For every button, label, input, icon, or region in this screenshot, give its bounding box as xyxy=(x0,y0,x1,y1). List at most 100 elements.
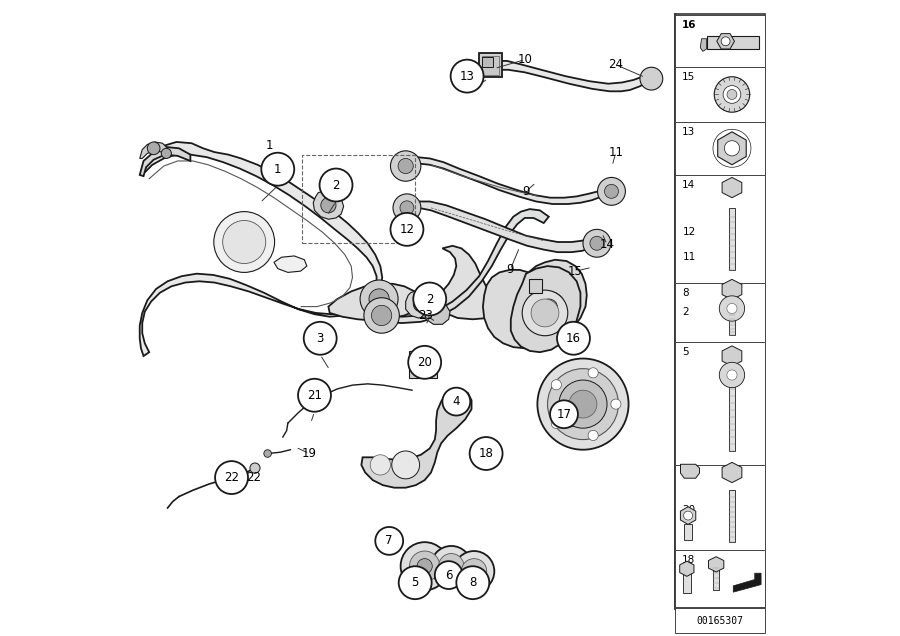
Circle shape xyxy=(443,388,471,415)
Circle shape xyxy=(392,451,419,479)
Circle shape xyxy=(391,151,421,181)
Circle shape xyxy=(398,158,413,174)
Text: 19: 19 xyxy=(302,447,317,460)
Circle shape xyxy=(454,551,494,591)
Circle shape xyxy=(684,511,692,520)
Circle shape xyxy=(413,282,446,315)
Polygon shape xyxy=(140,147,191,176)
Text: 23: 23 xyxy=(418,309,434,322)
Circle shape xyxy=(715,77,750,112)
Circle shape xyxy=(360,280,398,318)
Circle shape xyxy=(590,237,604,250)
Text: 8: 8 xyxy=(682,287,688,298)
Circle shape xyxy=(320,169,353,202)
Circle shape xyxy=(522,290,568,336)
Polygon shape xyxy=(708,556,724,572)
Circle shape xyxy=(727,90,737,99)
Circle shape xyxy=(391,213,423,245)
Bar xyxy=(684,525,692,539)
Polygon shape xyxy=(361,391,472,488)
Circle shape xyxy=(727,370,737,380)
Circle shape xyxy=(588,368,598,378)
Text: 20: 20 xyxy=(418,356,432,369)
Circle shape xyxy=(320,198,336,213)
Text: 5: 5 xyxy=(682,347,688,357)
Bar xyxy=(706,36,759,49)
Circle shape xyxy=(400,201,414,215)
FancyBboxPatch shape xyxy=(675,282,765,342)
Text: 21: 21 xyxy=(307,389,322,402)
Polygon shape xyxy=(734,573,761,592)
FancyBboxPatch shape xyxy=(675,465,765,550)
Bar xyxy=(729,380,735,451)
Circle shape xyxy=(214,212,274,272)
Circle shape xyxy=(435,561,463,589)
Text: 20: 20 xyxy=(682,506,696,516)
Circle shape xyxy=(719,363,744,388)
Text: 18: 18 xyxy=(479,447,493,460)
Polygon shape xyxy=(398,202,600,252)
Circle shape xyxy=(540,299,558,317)
Circle shape xyxy=(552,380,562,390)
Circle shape xyxy=(409,346,441,379)
Circle shape xyxy=(531,299,559,327)
Circle shape xyxy=(413,296,428,312)
Bar xyxy=(479,53,502,78)
Bar xyxy=(482,56,500,75)
FancyBboxPatch shape xyxy=(675,342,765,465)
Circle shape xyxy=(532,291,565,324)
Bar xyxy=(713,564,719,590)
Circle shape xyxy=(438,553,464,579)
FancyBboxPatch shape xyxy=(675,14,765,609)
Circle shape xyxy=(723,86,741,103)
Circle shape xyxy=(215,461,248,494)
Text: 11: 11 xyxy=(608,146,624,158)
Text: 7: 7 xyxy=(385,534,393,548)
Circle shape xyxy=(250,463,260,473)
Bar xyxy=(528,279,543,293)
FancyBboxPatch shape xyxy=(675,175,765,282)
Text: 1: 1 xyxy=(274,163,282,176)
Text: 2: 2 xyxy=(332,179,340,191)
Text: 24: 24 xyxy=(608,59,624,71)
Circle shape xyxy=(369,289,389,309)
Polygon shape xyxy=(328,245,578,324)
Circle shape xyxy=(640,67,662,90)
Text: 13: 13 xyxy=(682,127,695,137)
Bar xyxy=(729,490,735,542)
Circle shape xyxy=(148,142,160,155)
Polygon shape xyxy=(716,34,734,49)
Text: 2: 2 xyxy=(682,307,689,317)
Polygon shape xyxy=(722,177,742,198)
Circle shape xyxy=(727,303,737,314)
Bar xyxy=(729,208,735,270)
Polygon shape xyxy=(722,462,742,483)
Circle shape xyxy=(364,298,400,333)
Polygon shape xyxy=(425,303,450,324)
Circle shape xyxy=(470,437,502,470)
Bar xyxy=(482,57,493,67)
Bar xyxy=(683,570,690,593)
Circle shape xyxy=(537,359,628,450)
FancyBboxPatch shape xyxy=(675,121,765,175)
Text: 00165307: 00165307 xyxy=(697,616,743,626)
Text: 4: 4 xyxy=(453,395,460,408)
Circle shape xyxy=(569,391,597,418)
Polygon shape xyxy=(140,142,382,356)
Circle shape xyxy=(370,455,391,475)
Polygon shape xyxy=(394,157,615,204)
Circle shape xyxy=(462,558,487,584)
Circle shape xyxy=(417,558,432,574)
Bar xyxy=(410,351,437,378)
Text: 12: 12 xyxy=(400,223,414,236)
Circle shape xyxy=(410,551,440,581)
Text: 1: 1 xyxy=(266,139,274,151)
FancyBboxPatch shape xyxy=(675,608,765,633)
Circle shape xyxy=(431,546,472,586)
Circle shape xyxy=(161,148,171,158)
Polygon shape xyxy=(722,346,742,366)
Text: 11: 11 xyxy=(682,252,696,262)
Text: 18: 18 xyxy=(682,555,695,565)
Text: 5: 5 xyxy=(411,576,418,589)
Circle shape xyxy=(222,221,266,263)
